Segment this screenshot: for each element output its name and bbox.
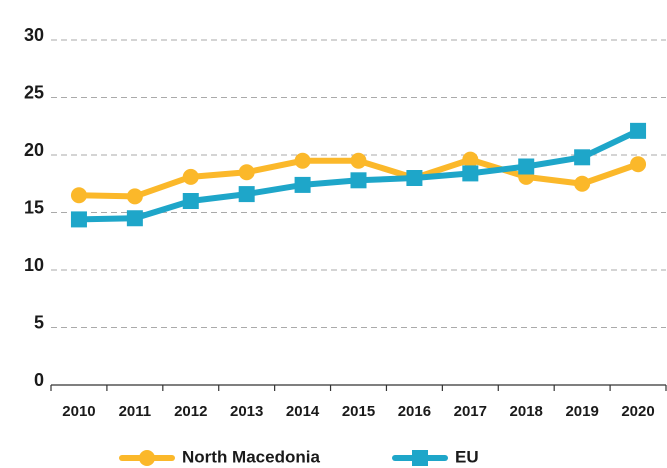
x-tick-label: 2016 — [398, 403, 431, 420]
x-tick-label: 2017 — [454, 403, 487, 420]
y-tick-label: 10 — [24, 255, 44, 275]
point — [406, 170, 423, 186]
x-tick-label: 2011 — [119, 403, 152, 420]
y-tick-label: 5 — [34, 312, 44, 332]
point — [294, 176, 311, 193]
point — [462, 165, 479, 182]
x-tick-label: 2019 — [565, 403, 598, 420]
y-tick-label: 15 — [24, 197, 44, 217]
x-tick-label: 2012 — [174, 403, 207, 420]
x-tick-label: 2020 — [621, 403, 654, 420]
point — [238, 186, 255, 203]
point — [574, 149, 591, 166]
point — [350, 172, 367, 189]
point — [518, 158, 535, 175]
y-tick-label: 30 — [24, 25, 44, 45]
y-tick-label: 20 — [24, 140, 44, 160]
point — [126, 188, 143, 205]
point — [182, 168, 199, 185]
point — [462, 151, 479, 168]
point — [630, 122, 647, 139]
point — [70, 187, 87, 204]
x-tick-label: 2018 — [510, 403, 543, 420]
y-tick-label: 25 — [24, 82, 44, 102]
point — [350, 152, 367, 169]
point — [630, 156, 647, 173]
legend-marker — [139, 450, 155, 466]
legend-label: EU — [455, 447, 479, 466]
legend-marker — [412, 450, 428, 466]
point — [182, 193, 199, 209]
point — [126, 210, 143, 227]
legend-label: North Macedonia — [182, 447, 320, 466]
x-tick-label: 2013 — [230, 403, 263, 420]
point — [574, 175, 591, 192]
point — [294, 152, 311, 169]
x-tick-label: 2015 — [342, 403, 375, 420]
point — [238, 164, 255, 181]
x-tick-label: 2014 — [286, 403, 320, 420]
x-tick-label: 2010 — [62, 403, 95, 420]
point — [70, 211, 87, 228]
y-tick-label: 0 — [34, 370, 44, 390]
